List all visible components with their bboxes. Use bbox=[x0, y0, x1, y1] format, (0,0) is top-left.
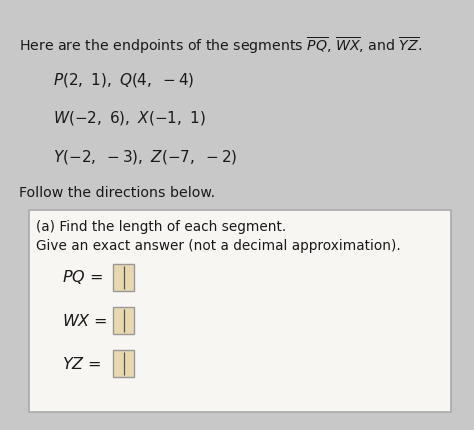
Text: $P(2,\ 1),\ Q(4,\ -4)$: $P(2,\ 1),\ Q(4,\ -4)$ bbox=[53, 71, 194, 89]
Bar bbox=[113, 307, 134, 334]
Text: $\mathit{WX}$ =: $\mathit{WX}$ = bbox=[62, 313, 108, 329]
Text: $\mathit{PQ}$ =: $\mathit{PQ}$ = bbox=[62, 268, 103, 286]
Bar bbox=[113, 350, 134, 377]
Text: $W(-2,\ 6),\ X(-1,\ 1)$: $W(-2,\ 6),\ X(-1,\ 1)$ bbox=[53, 109, 205, 127]
Bar bbox=[113, 264, 134, 291]
Text: $\mathit{YZ}$ =: $\mathit{YZ}$ = bbox=[62, 356, 102, 372]
Text: Follow the directions below.: Follow the directions below. bbox=[19, 186, 215, 200]
Text: Give an exact answer (not a decimal approximation).: Give an exact answer (not a decimal appr… bbox=[36, 239, 401, 253]
Text: $Y(-2,\ -3),\ Z(-7,\ -2)$: $Y(-2,\ -3),\ Z(-7,\ -2)$ bbox=[53, 148, 237, 166]
Bar bbox=[29, 210, 451, 412]
Text: Here are the endpoints of the segments $\overline{PQ}$, $\overline{WX}$, and $\o: Here are the endpoints of the segments $… bbox=[19, 36, 422, 56]
Text: (a) Find the length of each segment.: (a) Find the length of each segment. bbox=[36, 220, 287, 234]
